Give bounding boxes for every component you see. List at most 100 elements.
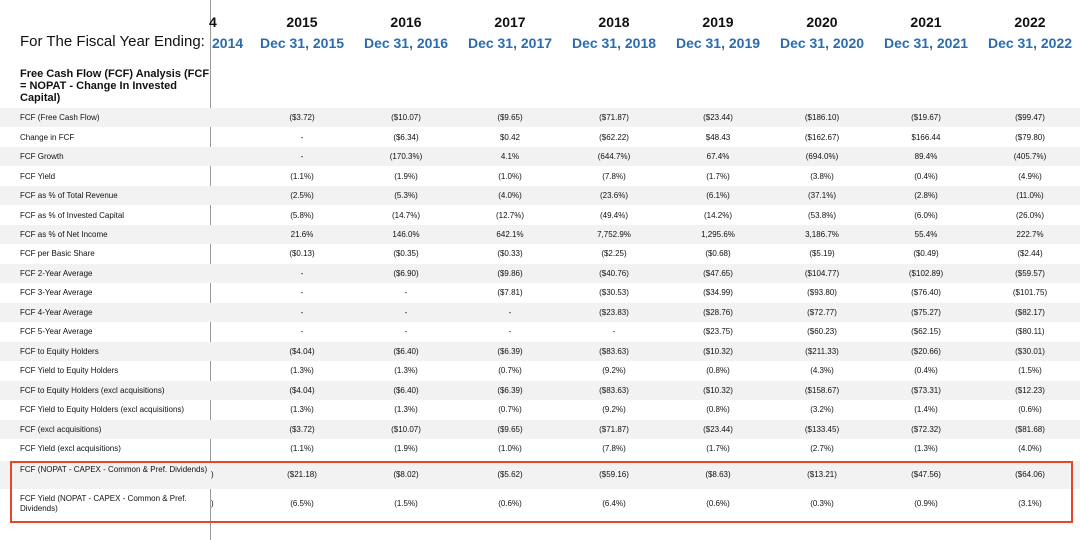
table-cell: ($2.25) — [601, 248, 627, 258]
year-header-0: 2015 — [286, 14, 318, 30]
table-cell: ($47.65) — [703, 268, 733, 278]
table-cell: ($83.63) — [599, 346, 629, 356]
table-cell: ($2.44) — [1017, 248, 1043, 258]
table-row: FCF Growth - (170.3%) 4.1% (644.7%) 67.4% (694… — [0, 147, 1080, 166]
row-label: FCF Yield to Equity Holders — [20, 366, 119, 375]
table-cell: (5.8%) — [290, 210, 314, 220]
table-cell: (0.3%) — [810, 499, 834, 508]
table-cell: 55.4% — [914, 229, 938, 239]
row-label: FCF 2-Year Average — [20, 269, 93, 278]
table-cell: (0.4%) — [914, 365, 938, 375]
table-row: FCF Yield to Equity Holders (1.3%) (1.3%) (… — [0, 361, 1080, 380]
fiscal-year-label: For The Fiscal Year Ending: — [20, 33, 205, 50]
row-label: FCF Yield (NOPAT - CAPEX - Common & Pref… — [20, 494, 187, 513]
year-header-4: 2019 — [702, 14, 734, 30]
table-cell: (1.3%) — [290, 404, 314, 414]
table-cell: (7.8%) — [602, 443, 626, 453]
row-label: FCF 5-Year Average — [20, 327, 93, 336]
table-cell: 3,186.7% — [805, 229, 839, 239]
table-cell: ($23.44) — [703, 424, 733, 434]
year-header-2: 2017 — [494, 14, 526, 30]
table-cell: (9.2%) — [602, 365, 626, 375]
table-cell: (7.8%) — [602, 171, 626, 181]
table-cell: - — [300, 326, 304, 336]
table-cell: (1.9%) — [394, 443, 418, 453]
table-cell: ($71.87) — [599, 112, 629, 122]
table-cell: $0.42 — [499, 132, 521, 142]
table-row: FCF 5-Year Average - - - - ($23.75) ($60.23) ($… — [0, 322, 1080, 341]
row-label: FCF Yield (excl acquisitions) — [20, 444, 121, 453]
clipped-year-header: 4 — [209, 14, 217, 30]
table-cell: (11.0%) — [1016, 190, 1044, 200]
table-cell: 67.4% — [706, 151, 730, 161]
table-cell: ($93.80) — [807, 287, 837, 297]
table-cell: (53.8%) — [807, 210, 836, 220]
table-cell: ($19.67) — [911, 112, 941, 122]
table-row: FCF 4-Year Average - - - ($23.83) ($28.76) ($7… — [0, 303, 1080, 322]
table-cell: ($71.87) — [599, 424, 629, 434]
date-header-6: Dec 31, 2021 — [883, 35, 969, 51]
table-cell: (12.7%) — [495, 210, 524, 220]
table-cell: (1.7%) — [706, 171, 730, 181]
clipped-cell: ) — [211, 499, 214, 508]
table-cell: ($104.77) — [804, 268, 840, 278]
year-header-1: 2016 — [390, 14, 422, 30]
table-cell: ($62.15) — [911, 326, 941, 336]
table-cell: (0.6%) — [1018, 404, 1042, 414]
table-row: FCF Yield (NOPAT - CAPEX - Common & Pref… — [0, 490, 1080, 518]
table-cell: ($6.40) — [393, 385, 419, 395]
table-cell: ($83.63) — [599, 385, 629, 395]
table-cell: (1.0%) — [498, 443, 522, 453]
table-cell: 642.1% — [496, 229, 524, 239]
row-label: FCF Yield — [20, 172, 56, 181]
table-cell: (4.0%) — [498, 190, 522, 200]
section-title: Free Cash Flow (FCF) Analysis (FCF = NOP… — [20, 68, 210, 104]
table-row: FCF (NOPAT - CAPEX - Common & Pref. Divi… — [0, 461, 1080, 489]
table-cell: ($5.62) — [497, 470, 523, 479]
table-cell: (4.9%) — [1018, 171, 1042, 181]
table-cell: - — [612, 326, 616, 336]
table-cell: ($4.04) — [289, 385, 315, 395]
table-cell: ($81.68) — [1015, 424, 1045, 434]
table-cell: ($79.80) — [1015, 132, 1045, 142]
table-cell: 222.7% — [1016, 229, 1044, 239]
table-cell: ($21.18) — [287, 470, 317, 479]
table-cell: ($20.66) — [911, 346, 941, 356]
table-cell: ($23.83) — [599, 307, 629, 317]
table-cell: ($0.13) — [289, 248, 315, 258]
table-cell: (1.7%) — [706, 443, 730, 453]
table-cell: (2.7%) — [810, 443, 834, 453]
table-cell: ($64.06) — [1015, 470, 1045, 479]
table-cell: 4.1% — [500, 151, 520, 161]
table-cell: ($6.90) — [393, 268, 419, 278]
row-label: FCF Yield to Equity Holders (excl acquis… — [20, 405, 185, 414]
table-cell: (1.3%) — [394, 365, 418, 375]
table-cell: - — [404, 287, 408, 297]
table-cell: ($10.32) — [703, 385, 733, 395]
year-header-5: 2020 — [806, 14, 838, 30]
table-cell: ($72.77) — [807, 307, 837, 317]
table-cell: ($9.86) — [497, 268, 523, 278]
date-header-5: Dec 31, 2020 — [779, 35, 865, 51]
table-cell: 7,752.9% — [597, 229, 631, 239]
table-cell: ($186.10) — [804, 112, 840, 122]
table-cell: ($60.23) — [807, 326, 837, 336]
date-header-0: Dec 31, 2015 — [259, 35, 345, 51]
table-cell: (3.2%) — [810, 404, 834, 414]
table-cell: (1.5%) — [1018, 365, 1042, 375]
table-cell: ($47.56) — [911, 470, 941, 479]
year-header-6: 2021 — [910, 14, 942, 30]
table-cell: (6.0%) — [914, 210, 938, 220]
table-cell: ($158.67) — [804, 385, 840, 395]
table-cell: (1.3%) — [914, 443, 938, 453]
table-cell: ($30.01) — [1015, 346, 1045, 356]
table-cell: ($75.27) — [911, 307, 941, 317]
table-cell: ($6.40) — [393, 346, 419, 356]
row-label: FCF 4-Year Average — [20, 308, 93, 317]
table-cell: (170.3%) — [389, 151, 423, 161]
table-cell: - — [508, 326, 512, 336]
date-header-2: Dec 31, 2017 — [467, 35, 553, 51]
table-cell: $48.43 — [705, 132, 731, 142]
table-cell: ($23.75) — [703, 326, 733, 336]
table-cell: $166.44 — [911, 132, 941, 142]
